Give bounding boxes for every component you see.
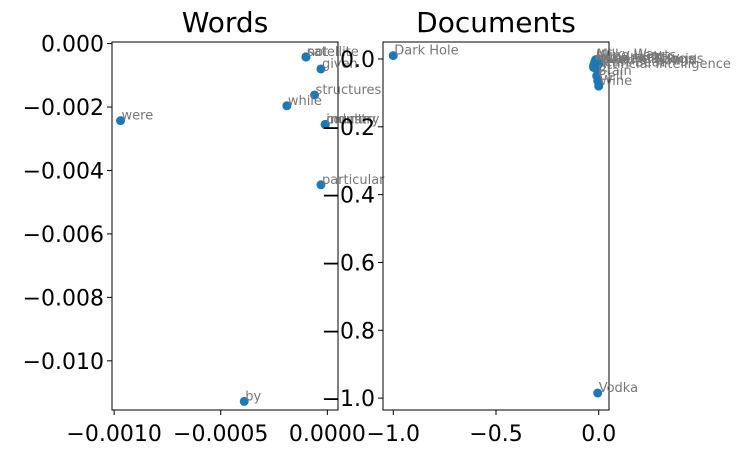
- words-plot-frame: [111, 41, 339, 411]
- documents-title: Documents: [416, 6, 576, 39]
- documents-point: [594, 59, 604, 69]
- words-point-label: structures: [316, 83, 382, 98]
- documents-ytick-label: −0.6: [322, 251, 375, 276]
- documents-ytick-label: 0.0: [340, 48, 375, 73]
- words-title: Words: [182, 6, 269, 39]
- documents-point: [594, 81, 604, 91]
- words-point-label: particular: [322, 173, 385, 188]
- words-point-label: industry: [326, 112, 380, 127]
- words-point-label: given: [322, 57, 358, 72]
- words-point-label: were: [122, 109, 154, 124]
- documents-point-label: Human Beings: [600, 52, 695, 67]
- documents-point-label: Brain: [598, 64, 632, 79]
- documents-xtick-label: −1.0: [367, 422, 420, 447]
- documents-xtick-label: 0.0: [581, 422, 616, 447]
- documents-point: [593, 388, 603, 398]
- words-point-label: country: [326, 112, 376, 127]
- words-point: [320, 119, 330, 129]
- words-ytick-label: −0.008: [23, 286, 104, 311]
- documents-ytick-label: −0.4: [322, 184, 375, 209]
- words-ytick-label: −0.002: [23, 96, 104, 121]
- words-point: [282, 101, 292, 111]
- documents-point-label: Speed of Sound: [595, 54, 697, 69]
- words-point: [316, 64, 326, 74]
- documents-plot-frame: [382, 41, 610, 411]
- words-point-label: by: [245, 389, 261, 404]
- documents-point-label: Heart Beat: [595, 55, 665, 70]
- words-point-label: satellite: [307, 45, 359, 60]
- documents-panel: Documents 0.0 −0.2 −0.4 −0.6 −0.8 −1.0 −1.0 −0.5…: [322, 6, 731, 447]
- words-xtick-label: −0.0010: [66, 422, 161, 447]
- words-point: [239, 396, 249, 406]
- documents-xtick-label: −0.5: [469, 422, 522, 447]
- words-point: [310, 90, 320, 100]
- documents-point-label: Wine: [600, 74, 632, 89]
- documents-ytick-label: −0.8: [322, 319, 375, 344]
- documents-point-label: Vodka: [599, 381, 638, 396]
- documents-ytick-label: −0.2: [322, 116, 375, 141]
- words-ytick-label: −0.006: [23, 223, 104, 248]
- words-panel: Words 0.000 −0.002 −0.004 −0.006 −0.008 −0.010…: [23, 6, 386, 447]
- documents-ytick-label: −1.0: [322, 387, 375, 412]
- documents-point-label: Milky Way: [597, 48, 662, 63]
- documents-point-label: Dark Hole: [394, 44, 458, 59]
- words-point: [116, 116, 126, 126]
- words-ytick-label: 0.000: [41, 33, 104, 58]
- words-point-label: sat: [307, 45, 327, 60]
- words-point-label: while: [288, 94, 322, 109]
- documents-point-label: Cell: [599, 69, 623, 84]
- words-ytick-label: −0.004: [23, 159, 104, 184]
- words-xtick-label: 0.0000: [289, 422, 366, 447]
- words-point: [301, 52, 311, 62]
- documents-point-label: Artificial Intelligence: [598, 57, 731, 72]
- words-ytick-label: −0.010: [23, 350, 104, 375]
- documents-point: [388, 51, 398, 61]
- words-point-label: not: [307, 45, 328, 60]
- words-point-label: much: [326, 112, 362, 127]
- documents-point-label: Invasive Species: [596, 52, 704, 67]
- words-xtick-label: −0.0005: [173, 422, 268, 447]
- documents-point-label: Film Industry: [596, 50, 680, 65]
- documents-point-label: Wine Hearts: [597, 49, 677, 64]
- words-point: [316, 180, 326, 190]
